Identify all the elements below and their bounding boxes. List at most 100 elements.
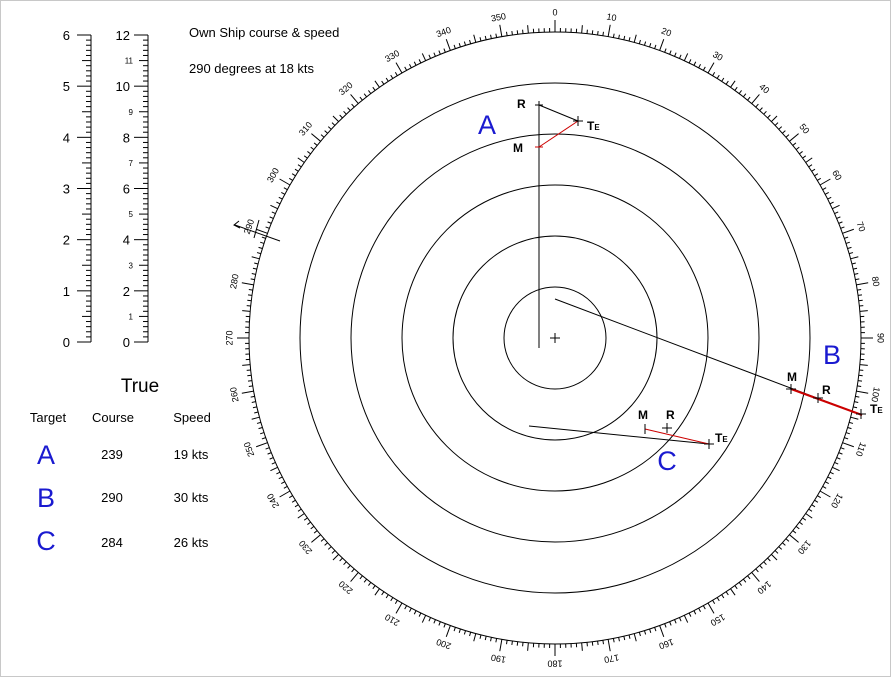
target-b-r-mark xyxy=(813,393,823,403)
bearing-tick xyxy=(597,640,599,646)
bearing-tick xyxy=(269,457,274,460)
bearing-tick xyxy=(495,33,498,38)
bearing-tick xyxy=(822,485,827,489)
bearing-tick xyxy=(283,485,288,489)
bearing-tick xyxy=(782,130,786,134)
bearing-tick xyxy=(693,61,697,66)
bearing-tick xyxy=(659,625,665,637)
bearing-tick xyxy=(679,54,682,59)
bearing-tick xyxy=(725,591,729,596)
bearing-tick xyxy=(256,252,261,255)
bearing-tick xyxy=(350,94,359,104)
bearing-tick xyxy=(707,602,715,614)
bearing-tick xyxy=(799,521,803,525)
bearing-tick xyxy=(664,623,667,628)
bearing-tick xyxy=(327,126,332,130)
bearing-tick xyxy=(836,457,841,460)
bearing-tick xyxy=(278,476,283,480)
bearing-tick xyxy=(479,37,482,42)
bearing-tick xyxy=(307,521,311,525)
bearing-tick xyxy=(458,43,461,48)
bearing-tick xyxy=(602,640,604,645)
table-title: True xyxy=(121,376,159,397)
bearing-tick xyxy=(260,241,265,244)
bearing-tick xyxy=(805,157,813,163)
target-c-t-mark xyxy=(704,439,714,449)
bearing-tick xyxy=(738,90,742,94)
bearing-tick xyxy=(836,216,841,219)
bearing-tick xyxy=(633,633,637,642)
bearing-label: 30 xyxy=(711,49,725,63)
row-b-speed: 30 kts xyxy=(174,490,209,505)
bearing-tick xyxy=(311,133,321,142)
bearing-tick xyxy=(808,164,813,168)
bearing-tick xyxy=(811,168,816,172)
bearing-tick xyxy=(799,151,803,155)
bearing-tick xyxy=(413,610,417,615)
bearing-tick xyxy=(433,619,436,624)
bearing-tick xyxy=(499,24,503,37)
bearing-label: 0 xyxy=(552,7,557,17)
bearing-tick xyxy=(339,557,343,562)
bearing-tick xyxy=(311,534,321,543)
bearing-tick xyxy=(654,627,657,632)
bearing-tick xyxy=(251,401,256,403)
bearing-tick xyxy=(313,142,318,146)
bearing-tick xyxy=(359,575,363,580)
bearing-tick xyxy=(782,542,786,546)
bearing-tick xyxy=(363,93,368,98)
target-b-label: B xyxy=(823,340,841,370)
bearing-tick xyxy=(802,155,807,159)
bearing-tick xyxy=(256,421,261,424)
bearing-tick xyxy=(747,96,751,101)
bearing-tick xyxy=(261,437,266,440)
bearing-tick xyxy=(281,481,286,484)
bearing-tick xyxy=(445,625,451,637)
bearing-tick xyxy=(463,41,467,46)
target-b-r-label: R xyxy=(822,383,831,397)
bearing-tick xyxy=(289,495,293,499)
left-scale-label: 4 xyxy=(63,130,70,145)
right-scale-minor-label: 11 xyxy=(125,57,134,66)
bearing-tick xyxy=(851,262,856,265)
plot-vectors: R M TE A M R TE B M R TE C xyxy=(233,97,883,476)
bearing-tick xyxy=(327,546,332,550)
bearing-tick xyxy=(453,627,456,632)
bearing-label: 240 xyxy=(265,492,281,510)
bearing-label: 50 xyxy=(797,122,811,136)
right-scale-major-label: 8 xyxy=(123,130,130,145)
bearing-tick xyxy=(638,632,641,637)
bearing-tick xyxy=(297,508,302,512)
bearing-tick xyxy=(834,211,839,214)
bearing-tick xyxy=(857,385,862,387)
row-a-speed: 19 kts xyxy=(174,447,209,462)
bearing-tick xyxy=(693,610,697,615)
bearing-tick xyxy=(674,619,677,624)
bearing-tick xyxy=(792,530,797,534)
target-c-track xyxy=(528,425,710,445)
bearing-tick xyxy=(254,411,259,414)
target-a-t-mark xyxy=(573,116,583,126)
bearing-tick xyxy=(428,617,431,622)
bearing-tick xyxy=(256,228,268,234)
bearing-tick xyxy=(829,201,834,205)
bearing-tick xyxy=(351,103,355,108)
bearing-tick xyxy=(347,107,351,111)
bearing-tick xyxy=(320,134,325,138)
bearing-label: 310 xyxy=(297,120,314,138)
bearing-tick xyxy=(778,126,783,130)
bearing-label: 20 xyxy=(660,26,673,39)
bearing-tick xyxy=(814,173,819,177)
bearing-tick xyxy=(242,364,251,366)
bearing-tick xyxy=(607,24,611,37)
bearing-tick xyxy=(385,594,389,599)
bearing-tick xyxy=(324,130,328,134)
bearing-tick xyxy=(395,62,403,74)
bearing-tick xyxy=(443,623,446,628)
bearing-tick xyxy=(827,476,832,480)
bearing-tick xyxy=(265,447,270,450)
bearing-tick xyxy=(679,617,682,622)
bearing-tick xyxy=(628,634,631,639)
bearing-label: 40 xyxy=(757,82,771,96)
bearing-tick xyxy=(242,310,251,312)
